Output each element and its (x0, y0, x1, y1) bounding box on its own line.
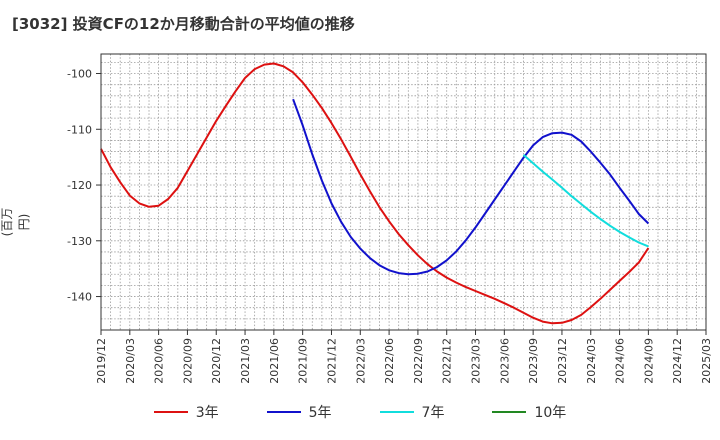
legend-item: 10年 (492, 402, 566, 422)
plot-frame (100, 53, 707, 331)
x-tick-label: 2021/09 (297, 338, 310, 384)
series-line-3年 (100, 62, 650, 325)
x-tick-label: 2020/09 (181, 338, 194, 384)
x-tick-label: 2020/06 (153, 338, 166, 384)
legend-label: 5年 (308, 405, 332, 421)
y-tick-labels: -100 -110 -120 -130 -140 (67, 68, 101, 304)
legend-item: 5年 (266, 402, 332, 422)
legend-label: 7年 (421, 405, 445, 421)
x-tick-label: 2024/12 (671, 338, 684, 384)
x-tick-label: 2022/12 (441, 338, 454, 384)
y-tick-label: -130 (67, 235, 92, 248)
x-tick-label: 2023/03 (470, 338, 483, 384)
y-tick-label: -120 (67, 179, 92, 192)
x-tick-label: 2021/03 (239, 338, 252, 384)
x-tick-label: 2023/06 (498, 338, 511, 384)
x-tick-label: 2024/03 (585, 338, 598, 384)
x-tick-label: 2023/09 (527, 338, 540, 384)
legend-swatch (153, 411, 188, 413)
legend-label: 10年 (534, 405, 567, 421)
x-tick-label: 2024/06 (614, 338, 627, 384)
x-tick-label: 2022/09 (412, 338, 425, 384)
y-tick-label: -140 (67, 291, 92, 304)
x-tick-label: 2022/06 (383, 338, 396, 384)
x-tick-labels: 2019/12 2020/03 2020/06 2020/09 2020/12 2021/… (95, 330, 713, 384)
x-tick-label: 2020/12 (210, 338, 223, 384)
legend-label: 3年 (195, 405, 219, 421)
x-tick-label: 2021/06 (268, 338, 281, 384)
y-tick-label: -110 (67, 123, 92, 136)
legend-swatch (492, 411, 527, 413)
y-tick-label: -100 (67, 68, 92, 81)
legend-item: 7年 (379, 402, 445, 422)
x-tick-label: 2023/12 (556, 338, 569, 384)
x-tick-label: 2019/12 (95, 338, 108, 384)
series-lines (100, 62, 650, 325)
x-tick-label: 2022/03 (354, 338, 367, 384)
legend-swatch (379, 411, 414, 413)
grid-lines (101, 54, 706, 331)
series-line-5年 (292, 98, 650, 276)
legend: 3年 5年 7年 10年 (0, 402, 720, 422)
legend-item: 3年 (153, 402, 219, 422)
x-tick-label: 2024/09 (642, 338, 655, 384)
x-tick-label: 2020/03 (124, 338, 137, 384)
legend-swatch (266, 411, 301, 413)
x-tick-label: 2025/03 (700, 338, 713, 384)
chart-title: [3032] 投資CFの12か月移動合計の平均値の推移 (12, 15, 355, 33)
x-tick-label: 2021/12 (325, 338, 338, 384)
series-line-7年 (522, 154, 649, 248)
